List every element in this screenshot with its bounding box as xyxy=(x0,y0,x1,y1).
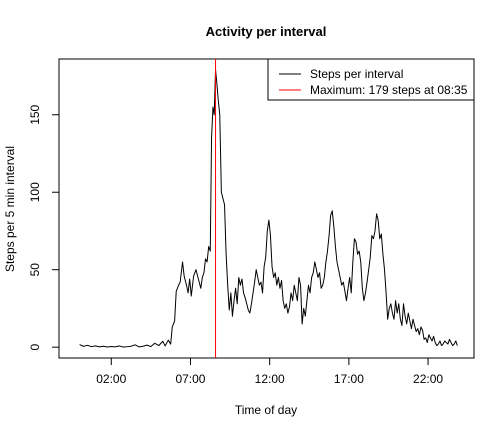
chart-title: Activity per interval xyxy=(206,24,327,39)
x-axis-label: Time of day xyxy=(235,403,297,417)
x-axis: 02:00 07:00 12:00 17:00 22:00 xyxy=(96,357,443,386)
x-tick-label: 22:00 xyxy=(413,372,443,386)
y-tick-label: 50 xyxy=(28,263,42,277)
plot-frame xyxy=(58,58,475,359)
y-tick-label: 0 xyxy=(28,343,42,350)
steps-series-line xyxy=(79,69,458,348)
y-tick-label: 150 xyxy=(28,104,42,124)
series-layer xyxy=(79,59,458,358)
y-tick-label: 100 xyxy=(28,182,42,202)
x-tick-label: 17:00 xyxy=(334,372,364,386)
legend-label-steps: Steps per interval xyxy=(310,67,403,81)
x-tick-label: 02:00 xyxy=(96,372,126,386)
x-tick-label: 12:00 xyxy=(255,372,285,386)
legend-box xyxy=(267,58,475,101)
y-axis: 0 50 100 150 xyxy=(28,104,60,350)
y-axis-label: Steps per 5 min interval xyxy=(3,146,17,272)
x-tick-label: 07:00 xyxy=(175,372,205,386)
legend: Steps per interval Maximum: 179 steps at… xyxy=(267,58,475,101)
legend-label-maximum: Maximum: 179 steps at 08:35 xyxy=(310,83,468,97)
